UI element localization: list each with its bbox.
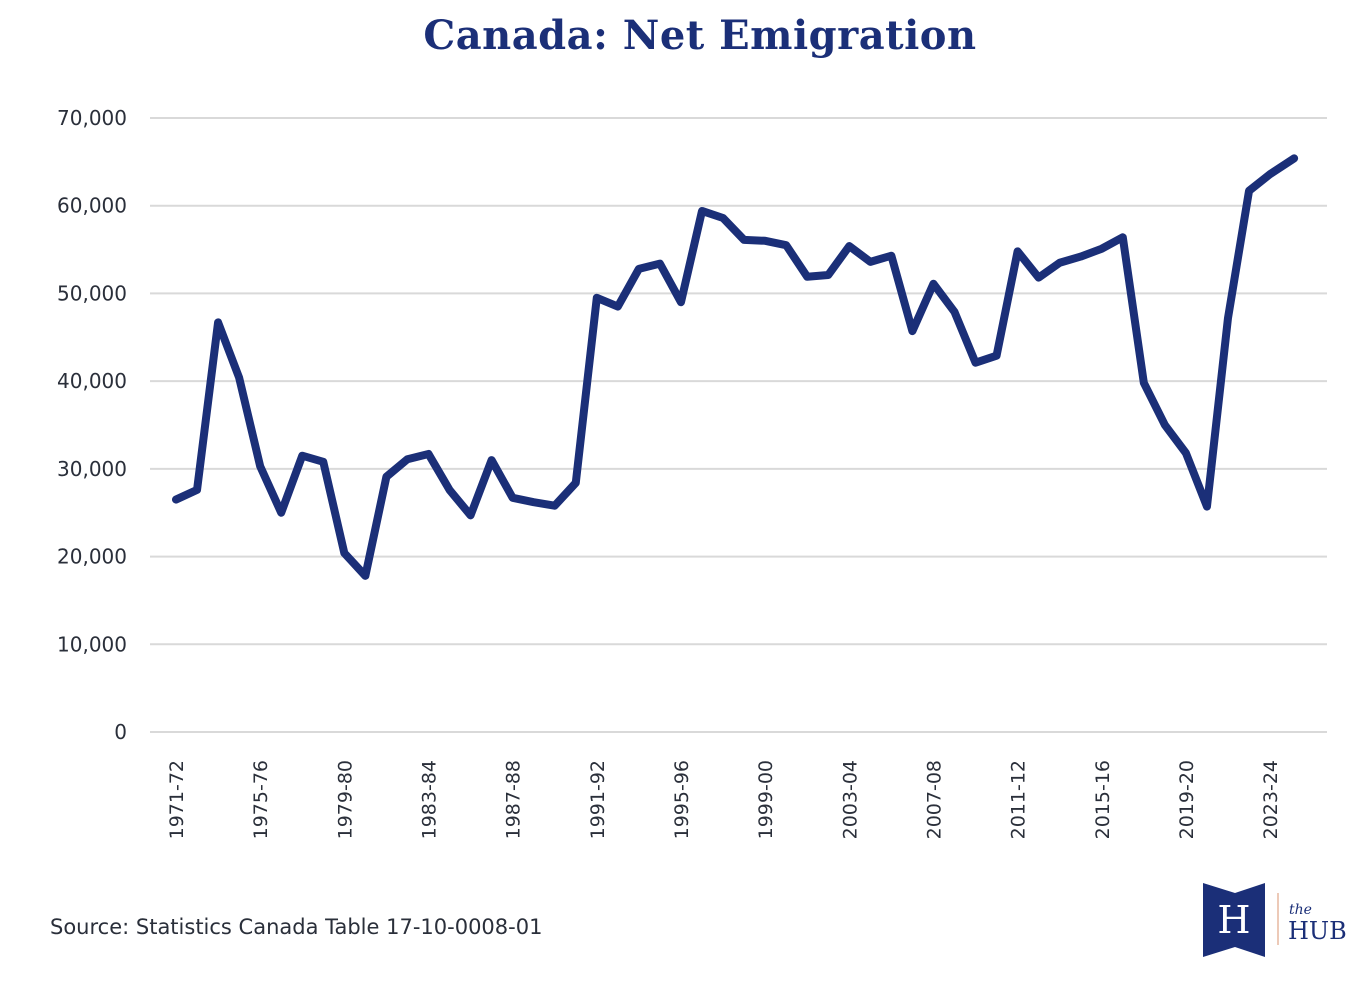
svg-text:H: H [1217, 898, 1250, 942]
x-tick-label: 1971-72 [166, 760, 188, 839]
source-note: Source: Statistics Canada Table 17-10-00… [50, 915, 543, 939]
svg-text:HUB: HUB [1288, 917, 1347, 945]
the-hub-logo: H the HUB [1203, 883, 1347, 957]
y-tick-label: 0 [114, 720, 127, 744]
x-tick-label: 1987-88 [503, 760, 525, 839]
chart-title: Canada: Net Emigration [423, 12, 977, 59]
series-line [172, 154, 1299, 580]
x-tick-label: 2011-12 [1008, 760, 1030, 839]
x-tick-label: 1999-00 [755, 760, 777, 839]
y-tick-label: 40,000 [57, 369, 127, 393]
y-tick-label: 50,000 [57, 281, 127, 305]
x-tick-label: 2015-16 [1092, 760, 1114, 839]
y-tick-label: 60,000 [57, 194, 127, 218]
x-tick-label: 1979-80 [334, 760, 356, 839]
y-tick-label: 70,000 [57, 106, 127, 130]
x-tick-label: 2007-08 [923, 760, 945, 839]
y-tick-label: 10,000 [57, 632, 127, 656]
svg-text:the: the [1289, 902, 1312, 918]
x-tick-label: 2003-04 [839, 760, 861, 839]
x-tick-label: 2019-20 [1176, 760, 1198, 839]
x-tick-label: 1995-96 [671, 760, 693, 839]
x-tick-label: 1991-92 [587, 760, 609, 839]
line-chart: 0 10,000 20,000 30,000 40,000 50,000 60,000 70,… [57, 106, 1327, 839]
x-tick-label: 1983-84 [418, 760, 440, 839]
y-tick-label: 30,000 [57, 457, 127, 481]
y-tick-label: 20,000 [57, 545, 127, 569]
x-tick-label: 1975-76 [250, 760, 272, 839]
x-tick-label: 2023-24 [1260, 760, 1282, 839]
